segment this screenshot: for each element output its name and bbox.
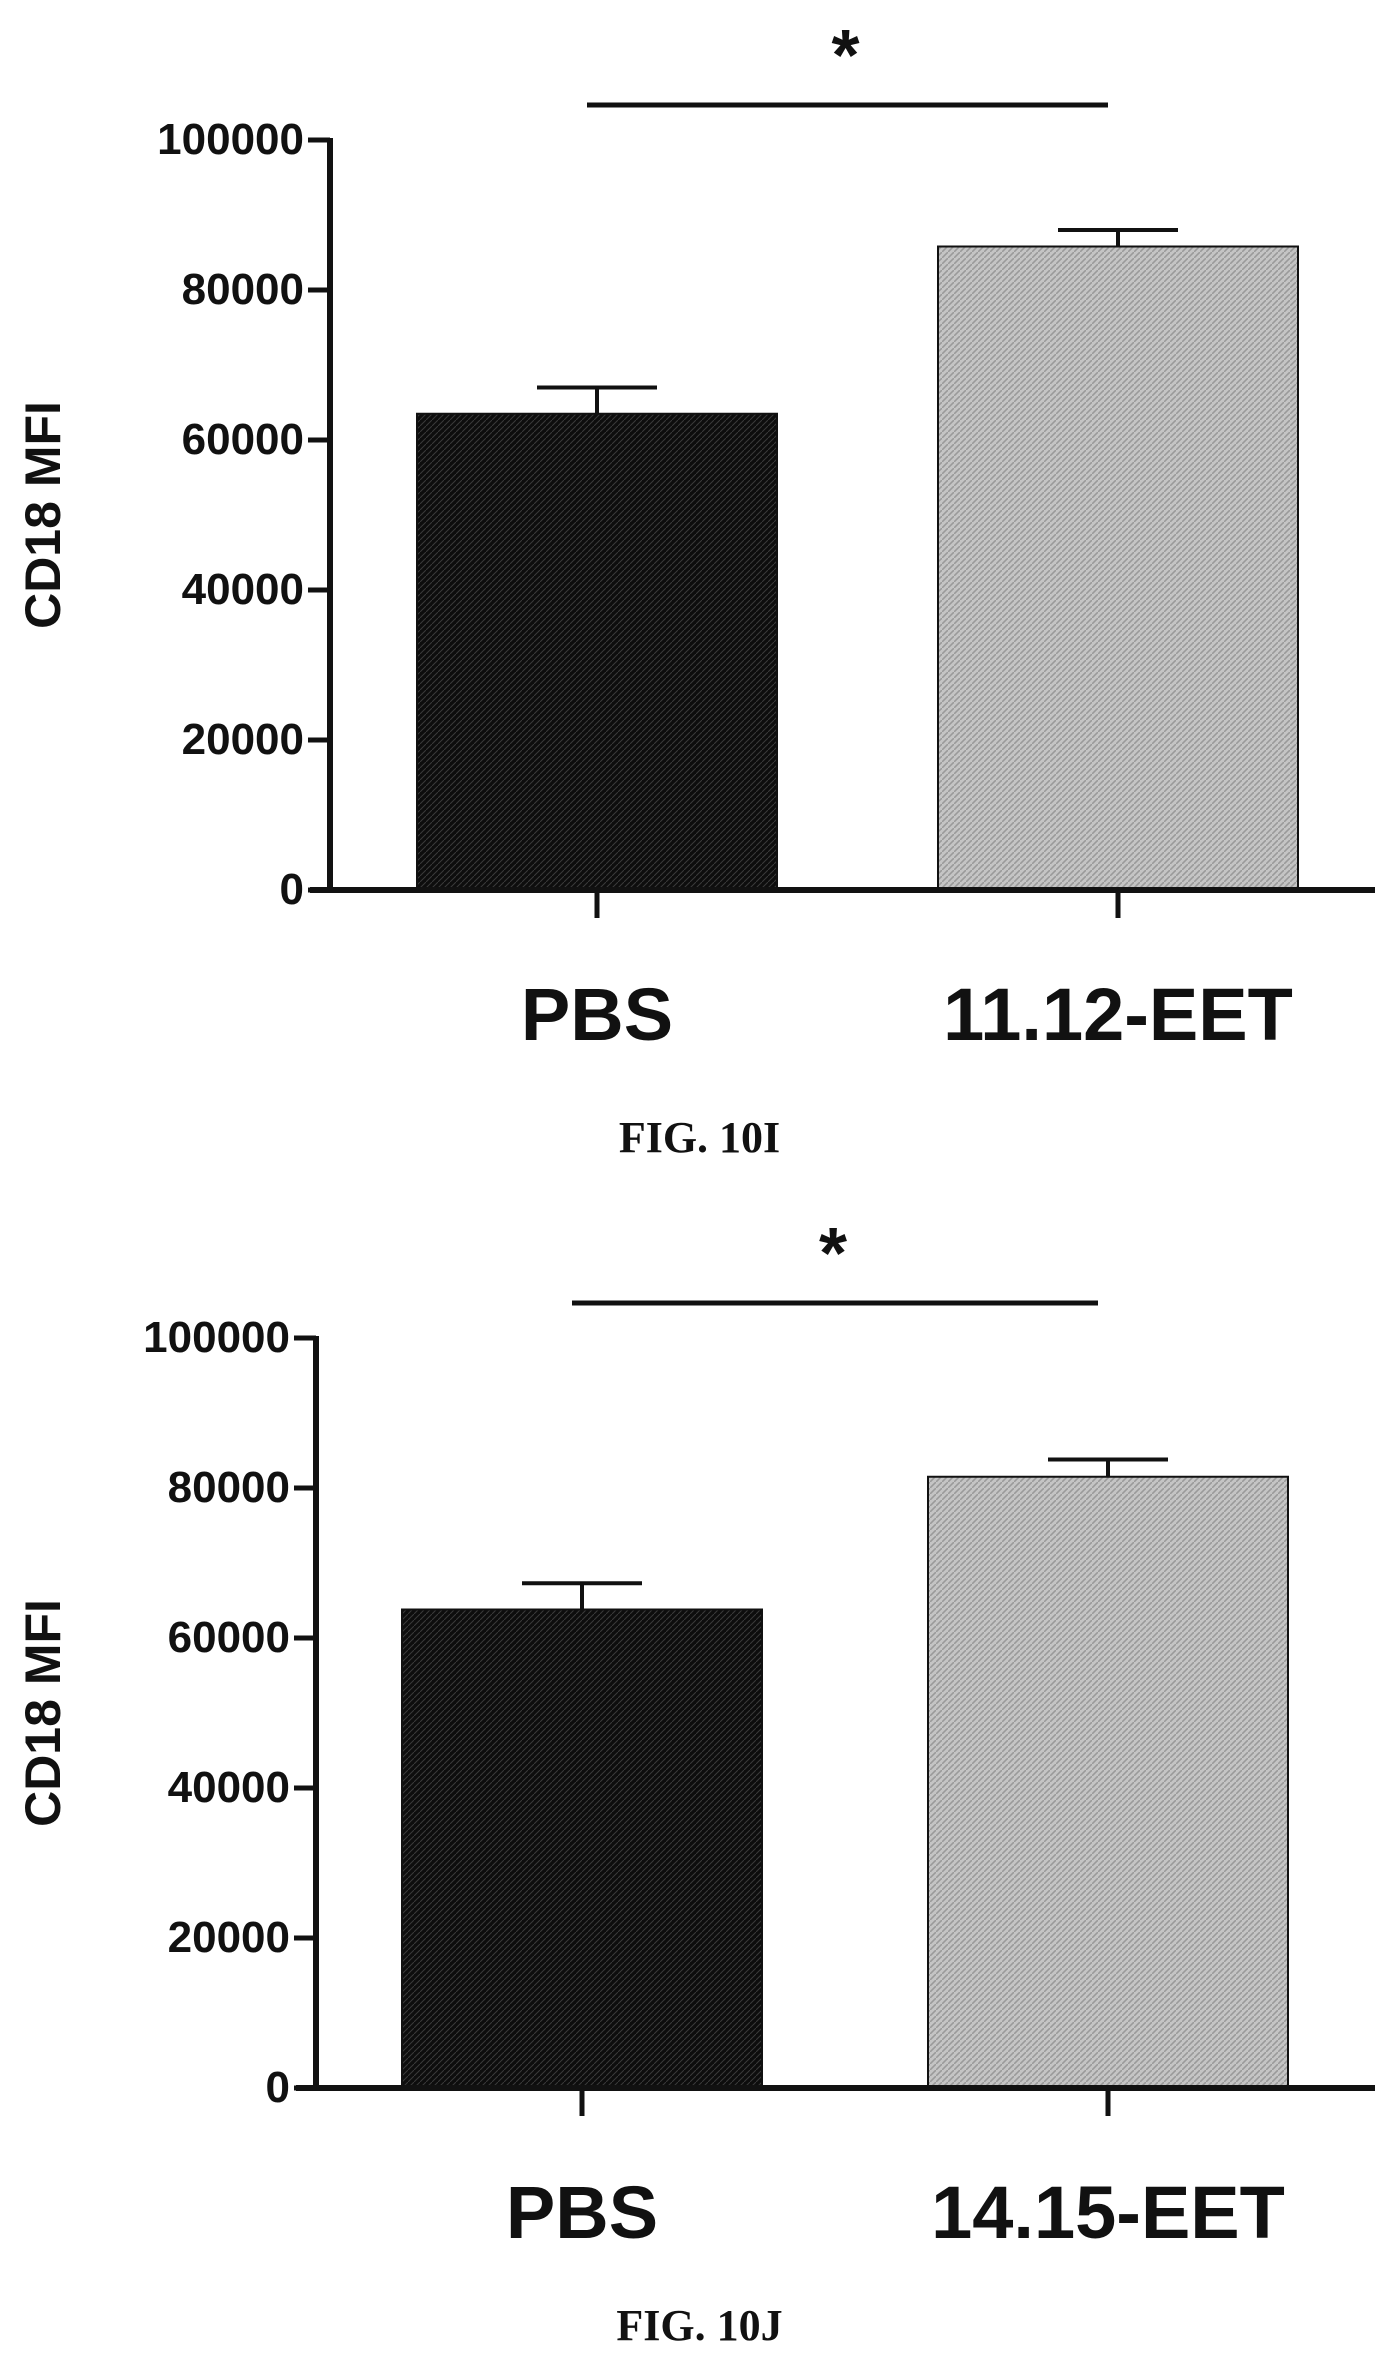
- chart-panel-10j: 0 20000 40000 60000 80000 100000 PBS 14.15-EET C…: [15, 1214, 1375, 2254]
- y-tick-label-1: 20000: [182, 715, 304, 764]
- significance-star: *: [819, 1214, 847, 1294]
- x-tick-label-0: PBS: [521, 973, 673, 1056]
- figure-caption-10i: FIG. 10I: [0, 1112, 1399, 1163]
- y-tick-label-2: 40000: [182, 565, 304, 614]
- bar-1: [938, 247, 1298, 891]
- x-tick-label-1: 11.12-EET: [943, 973, 1293, 1056]
- significance-star: *: [831, 16, 859, 96]
- y-tick-label-2: 40000: [168, 1763, 290, 1812]
- y-tick-label-5: 100000: [143, 1313, 290, 1362]
- y-axis-label: CD18 MFI: [15, 1599, 71, 1827]
- bar-0: [402, 1610, 762, 2089]
- y-tick-label-4: 80000: [182, 265, 304, 314]
- y-axis-label: CD18 MFI: [15, 401, 71, 629]
- figure-caption-10j: FIG. 10J: [0, 2300, 1399, 2351]
- y-tick-label-5: 100000: [157, 115, 304, 164]
- y-tick-label-3: 60000: [168, 1613, 290, 1662]
- chart-panel-10i: 0 20000 40000 60000 80000 100000 PBS 11.12-EET C…: [15, 16, 1375, 1056]
- y-tick-label-0: 0: [280, 865, 304, 914]
- x-tick-label-1: 14.15-EET: [931, 2171, 1285, 2254]
- bar-1: [928, 1477, 1288, 2088]
- x-tick-label-0: PBS: [506, 2171, 658, 2254]
- bar-0: [417, 414, 777, 890]
- y-tick-label-1: 20000: [168, 1913, 290, 1962]
- y-tick-label-4: 80000: [168, 1463, 290, 1512]
- y-tick-label-0: 0: [266, 2063, 290, 2112]
- y-tick-label-3: 60000: [182, 415, 304, 464]
